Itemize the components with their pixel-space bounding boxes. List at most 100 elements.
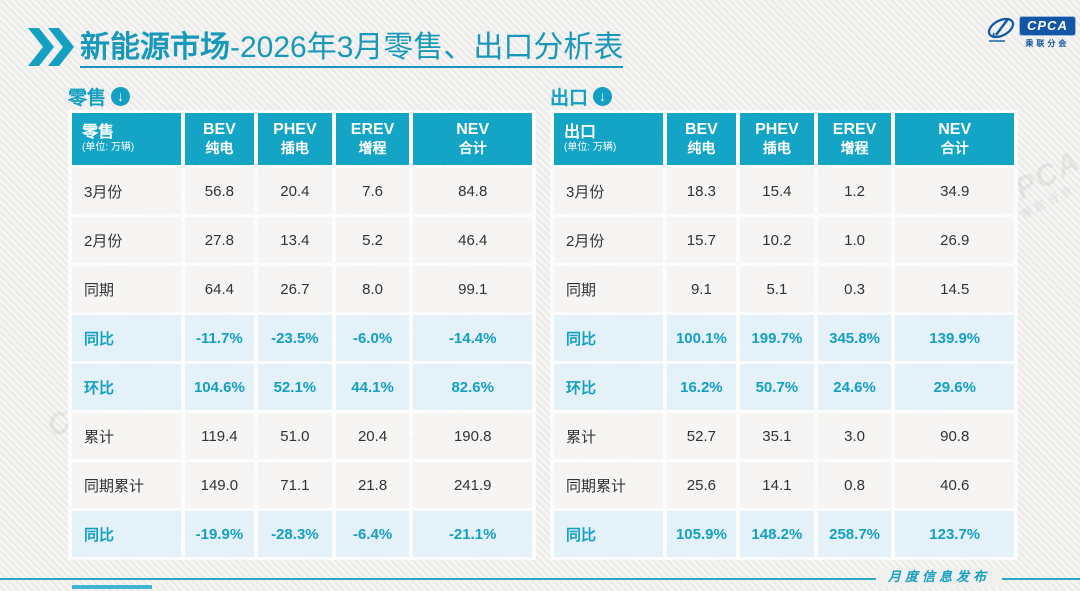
cell-value: 139.9% [895,315,1014,361]
cell-value: -19.9% [184,511,255,557]
cell-value: 26.9 [895,217,1014,263]
cell-value: 5.2 [335,217,410,263]
cell-value: 14.1 [740,462,814,508]
cell-value: 71.1 [258,462,332,508]
cell-value: 7.6 [335,168,410,214]
row-label: 同期累计 [554,462,663,508]
footer-label: 月度信息发布 [875,568,1002,588]
column-header-erev: EREV 增程 [817,113,892,165]
retail-panel: 零售 ↓ 零售 (单位: 万辆) BEV 纯电 PHEV 插电 EREV 增程 NEV… [68,84,536,560]
cell-value: -6.4% [335,511,410,557]
cell-value: 18.3 [666,168,737,214]
cell-value: 105.9% [666,511,737,557]
table-row: 2月份 15.7 10.2 1.0 26.9 [554,217,1014,263]
cell-value: 29.6% [895,364,1014,410]
cell-value: 149.0 [184,462,255,508]
row-label: 3月份 [72,168,181,214]
retail-section-title: 零售 [68,87,107,109]
page-title-bold: 新能源市场 [80,31,230,64]
footer-accent-bar [72,585,152,589]
cell-value: 90.8 [895,413,1014,459]
column-header-bev: BEV 纯电 [666,113,737,165]
column-header-phev: PHEV 插电 [258,113,332,165]
cell-value: 64.4 [184,266,255,312]
column-header-erev: EREV 增程 [335,113,410,165]
cell-value: -14.4% [413,315,532,361]
cell-value: 44.1% [335,364,410,410]
cell-value: 27.8 [184,217,255,263]
row-label: 同比 [72,315,181,361]
cell-value: -21.1% [413,511,532,557]
export-panel: 出口 ↓ 出口 (单位: 万辆) BEV 纯电 PHEV 插电 EREV 增程 NEV… [550,84,1018,560]
cell-value: 14.5 [895,266,1014,312]
retail-section-label: 零售 ↓ [68,84,536,109]
cell-value: 241.9 [413,462,532,508]
cell-value: 52.1% [258,364,332,410]
table-row: 同期 64.4 26.7 8.0 99.1 [72,266,532,312]
cell-value: 20.4 [335,413,410,459]
cell-value: 26.7 [258,266,332,312]
row-label: 同期累计 [72,462,181,508]
cpca-logo-text: CPCA [1019,16,1076,36]
row-label: 2月份 [554,217,663,263]
row-label: 同比 [72,511,181,557]
row-label: 2月份 [72,217,181,263]
cell-value: 119.4 [184,413,255,459]
table-row: 累计 119.4 51.0 20.4 190.8 [72,413,532,459]
table-row: 2月份 27.8 13.4 5.2 46.4 [72,217,532,263]
cell-value: 1.2 [817,168,892,214]
cell-value: 258.7% [817,511,892,557]
cell-value: 20.4 [258,168,332,214]
row-label: 累计 [72,413,181,459]
cell-value: 148.2% [740,511,814,557]
cpca-swoosh-icon [986,16,1016,49]
cell-value: 10.2 [740,217,814,263]
table-row: 同比 100.1% 199.7% 345.8% 139.9% [554,315,1014,361]
cell-value: 190.8 [413,413,532,459]
cell-value: 100.1% [666,315,737,361]
table-row: 环比 104.6% 52.1% 44.1% 82.6% [72,364,532,410]
row-label: 同期 [72,266,181,312]
cell-value: 1.0 [817,217,892,263]
table-row: 同期累计 25.6 14.1 0.8 40.6 [554,462,1014,508]
footer-rule [0,578,1080,580]
export-section-title: 出口 [550,87,589,109]
export-table: 出口 (单位: 万辆) BEV 纯电 PHEV 插电 EREV 增程 NEV 合计 3月… [550,110,1018,560]
cell-value: 82.6% [413,364,532,410]
cell-value: 104.6% [184,364,255,410]
row-label: 同比 [554,315,663,361]
cell-value: 52.7 [666,413,737,459]
double-chevron-icon [28,28,76,66]
cell-value: 50.7% [740,364,814,410]
cell-value: 84.8 [413,168,532,214]
cell-value: 15.7 [666,217,737,263]
row-label: 3月份 [554,168,663,214]
row-label: 环比 [72,364,181,410]
table-row: 同比 -11.7% -23.5% -6.0% -14.4% [72,315,532,361]
cell-value: 16.2% [666,364,737,410]
cell-value: -6.0% [335,315,410,361]
column-header-nev: NEV 合计 [895,113,1014,165]
export-section-label: 出口 ↓ [550,84,1018,109]
table-row: 同比 105.9% 148.2% 258.7% 123.7% [554,511,1014,557]
cell-value: 199.7% [740,315,814,361]
cell-value: 40.6 [895,462,1014,508]
cell-value: 35.1 [740,413,814,459]
cell-value: 13.4 [258,217,332,263]
cell-value: 123.7% [895,511,1014,557]
cell-value: 99.1 [413,266,532,312]
retail-table: 零售 (单位: 万辆) BEV 纯电 PHEV 插电 EREV 增程 NEV 合计 3月… [68,110,536,560]
cell-value: 24.6% [817,364,892,410]
cpca-logo-subtext: 乘联分会 [1025,39,1070,48]
cell-value: 34.9 [895,168,1014,214]
export-header-label-cell: 出口 (单位: 万辆) [554,113,663,165]
page-title-rest: -2026年3月零售、出口分析表 [230,31,624,64]
cpca-logo: CPCA 乘联分会 [986,16,1076,49]
cell-value: 9.1 [666,266,737,312]
cell-value: 3.0 [817,413,892,459]
cell-value: 46.4 [413,217,532,263]
cell-value: -11.7% [184,315,255,361]
cell-value: 0.3 [817,266,892,312]
cell-value: 0.8 [817,462,892,508]
